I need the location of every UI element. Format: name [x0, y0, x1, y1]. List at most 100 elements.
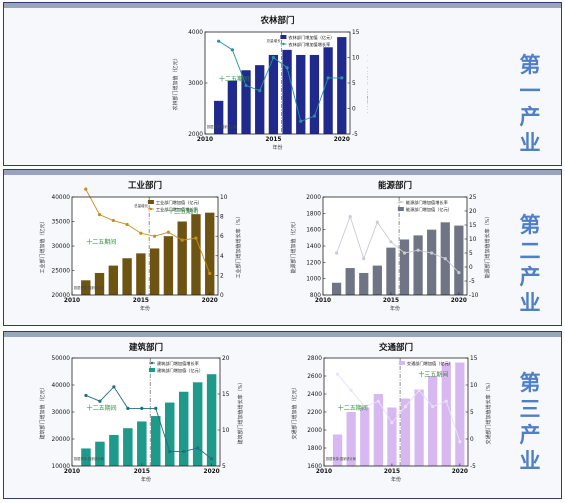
bar	[177, 221, 187, 295]
bar	[455, 362, 465, 466]
growth-point	[140, 406, 144, 410]
sector-char: 一	[519, 79, 541, 103]
y-tick-label: 30000	[52, 410, 71, 416]
bar	[373, 394, 383, 466]
y2-tick-label: 15	[469, 223, 477, 229]
growth-point	[125, 222, 129, 227]
growth-point	[139, 231, 143, 235]
x-tick-label: 2020	[334, 137, 350, 143]
growth-point	[431, 405, 435, 409]
y-tick-label: 3000	[188, 81, 203, 87]
x-axis-label: 年份	[272, 144, 282, 151]
bar	[206, 374, 217, 466]
y-axis-label: 农林部门增加值（亿元）	[172, 55, 179, 110]
bar	[399, 239, 410, 295]
y2-tick-label: 0	[469, 265, 473, 271]
chart-title: 工业部门	[128, 180, 162, 191]
y2-tick-label: -10	[469, 293, 479, 299]
period-label: 十二五期间	[338, 404, 368, 412]
y2-axis-label: 能源部门增加值增长率（%）	[484, 214, 491, 279]
y2-tick-label: -5	[352, 132, 358, 138]
y2-tick-label: 10	[352, 56, 360, 62]
y2-tick-label: -5	[469, 279, 475, 285]
bar	[387, 407, 397, 466]
y2-tick-label: 5	[352, 81, 356, 87]
y-tick-label: 10000	[52, 464, 71, 470]
y2-tick-label: 15	[352, 30, 360, 36]
bar	[178, 391, 189, 466]
bar	[337, 37, 347, 134]
y2-tick-label: 25	[469, 195, 477, 201]
y-tick-label: 40000	[52, 195, 71, 201]
growth-point	[389, 240, 393, 244]
panel-header-bar	[4, 3, 561, 8]
y-tick-label: 2000	[307, 428, 322, 434]
growth-point	[390, 421, 394, 425]
bar	[413, 235, 423, 295]
y2-tick-label: 0	[470, 437, 474, 443]
sector-char: 二	[519, 239, 541, 263]
agriculture-chart: 农林部门 2000 3000 4000 -5 0 5 10 15 2010 2015 2020 年份 农林…	[172, 15, 368, 151]
x-tick-label: 2020	[452, 469, 468, 475]
legend-label: 建筑部门增加值增长率	[157, 360, 199, 367]
bar	[309, 54, 320, 135]
period-label: 十二五期间	[219, 75, 249, 83]
legend-label: 能源部门增加值（亿元）	[406, 206, 452, 213]
growth-point	[340, 76, 344, 80]
bar	[346, 412, 356, 466]
period-label-2: 十三五期间	[168, 208, 198, 216]
growth-point	[326, 76, 330, 80]
growth-point	[430, 251, 434, 255]
sector-char: 第	[519, 371, 541, 395]
y2-axis-label: 建筑部门增加值增长率（%）	[237, 380, 244, 445]
bar	[122, 258, 132, 295]
growth-point	[217, 39, 221, 43]
sector-char: 产	[519, 265, 541, 289]
legend-label: 工业部门增加值（亿元）	[156, 199, 202, 206]
growth-point	[458, 440, 462, 444]
y2-tick-label: 10	[469, 237, 477, 243]
legend-swatch-marker	[149, 207, 153, 211]
bar	[136, 253, 146, 295]
growth-point	[443, 257, 447, 261]
chart-title: 农林部门	[259, 15, 294, 26]
bar	[163, 236, 174, 295]
growth-point	[335, 372, 340, 376]
y-tick-label: 1800	[307, 446, 322, 452]
sector-label-tertiary: 第 三 产 业	[513, 370, 547, 474]
growth-point	[285, 66, 289, 70]
x-tick-label: 2010	[64, 298, 80, 304]
bar	[332, 434, 343, 466]
growth-point	[363, 405, 367, 409]
y2-axis-label: 交通部门增加值增长率（%）	[485, 380, 492, 445]
y-tick-label: 2200	[307, 410, 322, 416]
x-tick-label: 2015	[134, 469, 150, 475]
growth-point	[208, 271, 212, 276]
bar	[81, 280, 91, 295]
divider-label: 总量增长	[134, 203, 148, 208]
y2-tick-label: 5	[222, 464, 226, 470]
bar	[428, 376, 438, 466]
growth-point	[403, 405, 408, 409]
growth-point	[244, 83, 248, 88]
y2-tick-label: 15	[470, 356, 478, 362]
bar	[205, 212, 215, 295]
x-axis-label: 年份	[140, 305, 150, 312]
legend-swatch-bar	[148, 368, 155, 372]
growth-point	[84, 393, 88, 398]
growth-point	[153, 234, 157, 238]
growth-point	[349, 388, 353, 392]
sector-char: 产	[519, 105, 541, 129]
bar	[214, 100, 224, 134]
growth-point	[194, 236, 198, 240]
x-tick-label: 2010	[64, 469, 80, 475]
sector-char: 业	[519, 131, 541, 155]
growth-point	[111, 218, 115, 223]
y2-tick-label: 0	[220, 293, 224, 299]
bar	[372, 265, 382, 295]
chart-title: 交通部门	[379, 342, 413, 353]
growth-point	[402, 251, 407, 255]
bar	[81, 448, 91, 466]
sector-char: 第	[519, 53, 541, 77]
energy-chart: 能源部门 800 1000 1200 1400 1600 1800 2000 -10 -5 0 5 10…	[290, 180, 491, 312]
